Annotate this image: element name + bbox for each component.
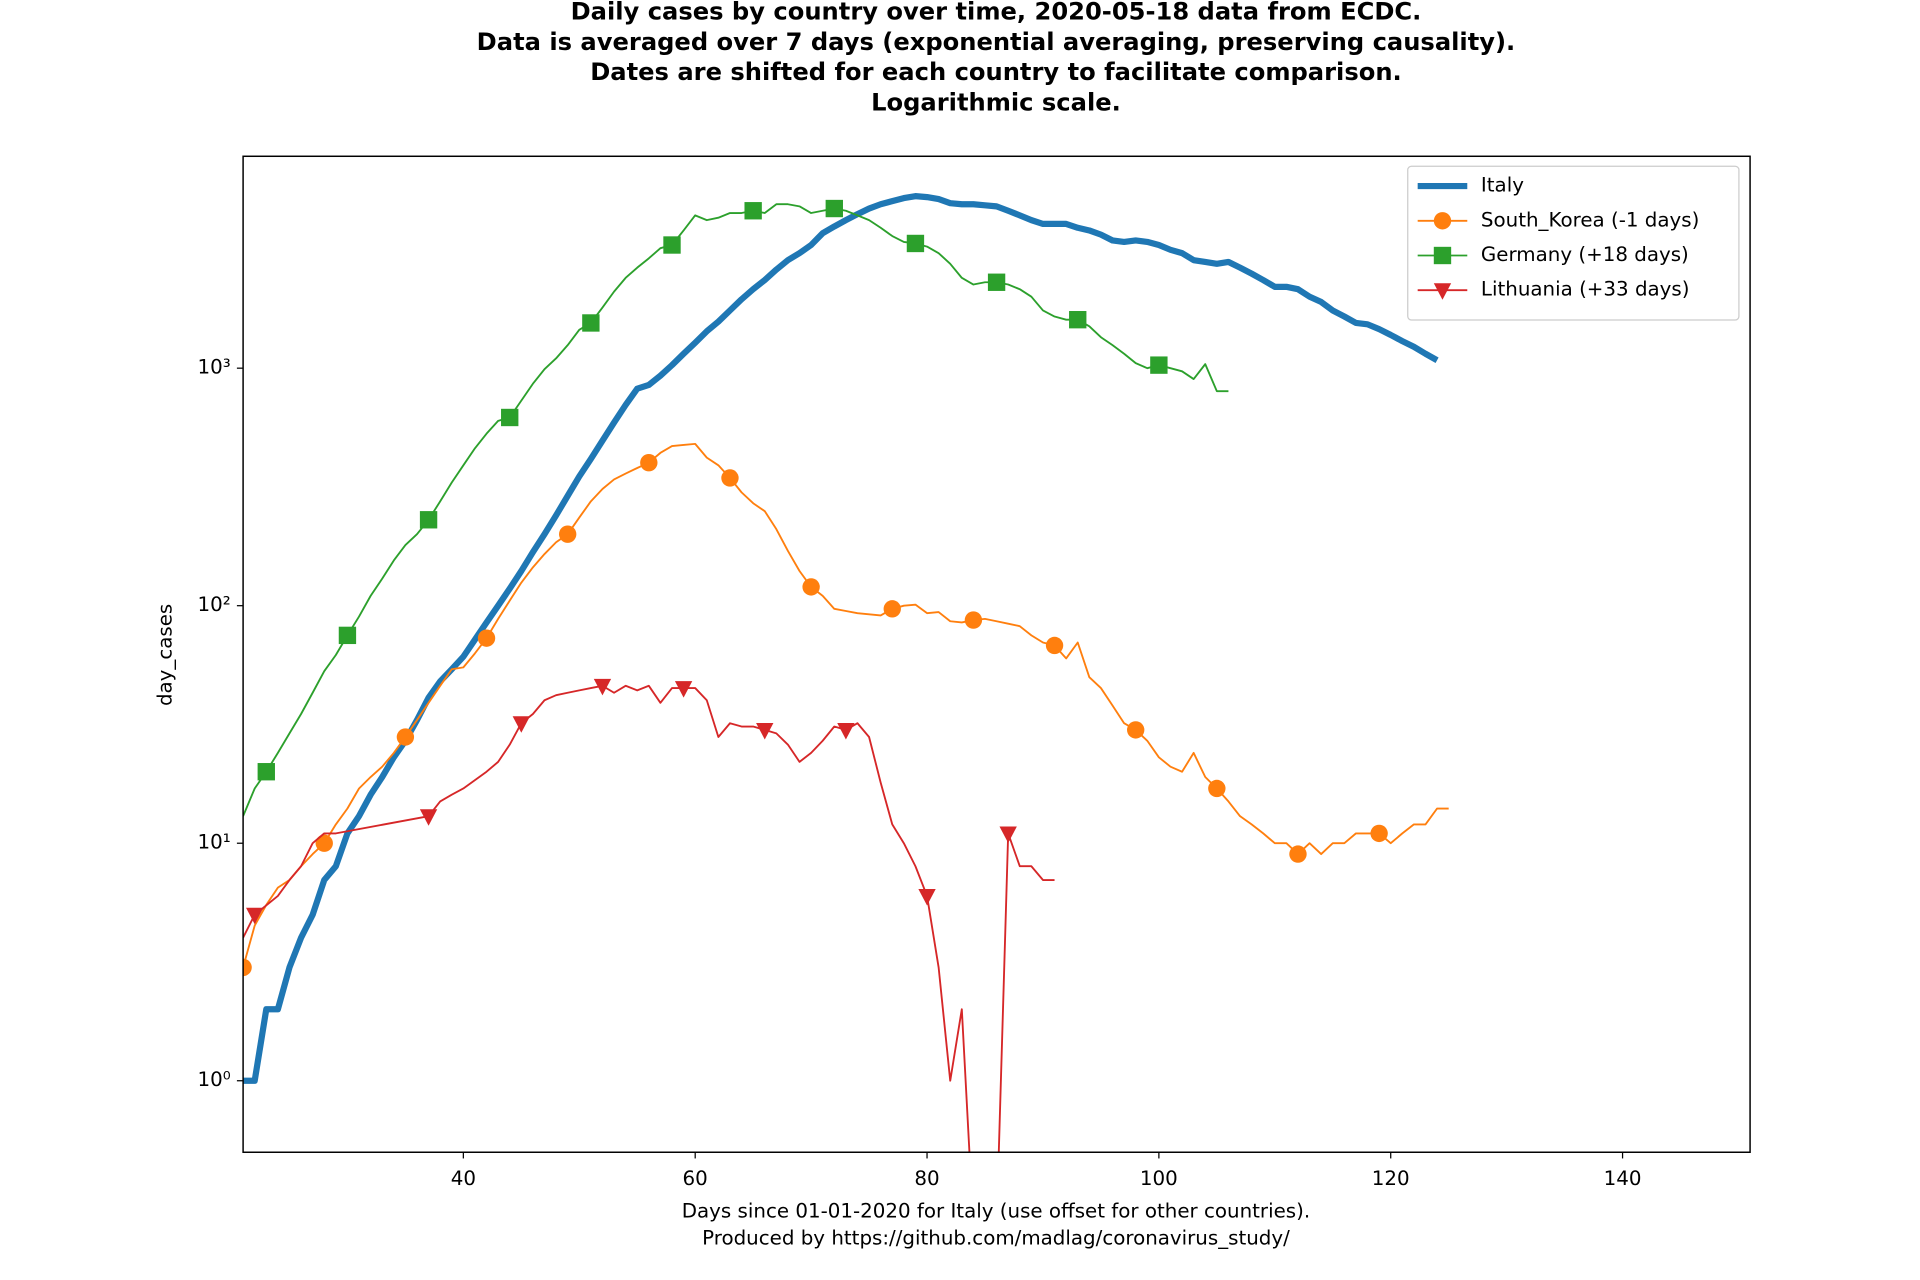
marker [906,234,925,253]
marker [999,826,1017,843]
marker [593,678,612,696]
legend-label: South_Korea (-1 days) [1481,208,1699,231]
series-line [243,193,1439,1084]
marker [1370,824,1388,843]
marker [1433,246,1452,265]
marker [419,809,438,826]
marker [674,681,693,698]
y-tick-label: 10² [198,593,231,616]
marker [1289,845,1307,863]
chart-title: Data is averaged over 7 days (exponentia… [477,28,1516,56]
marker [338,626,357,645]
series-line [243,203,1229,817]
marker [582,314,600,332]
marker [987,273,1006,291]
marker [558,525,577,543]
marker [315,834,333,852]
series-line [243,442,1449,968]
marker [501,408,519,427]
marker [883,600,901,618]
marker [1045,636,1064,655]
marker [1127,721,1145,739]
series-line [243,684,1055,1153]
legend-label: Italy [1481,174,1524,197]
chart-title: Logarithmic scale. [871,89,1121,117]
y-tick-label: 10¹ [198,831,231,854]
x-tick-label: 100 [1140,1167,1178,1190]
marker [918,888,936,906]
legend: Italy South_Korea (-1 days) Germany (+18 d… [1407,165,1740,321]
x-tick-label: 40 [451,1167,476,1190]
marker [640,454,658,472]
marker [663,236,681,254]
x-tick-label: 140 [1604,1167,1642,1190]
marker [419,511,438,529]
y-tick-label: 10³ [198,356,231,379]
marker [802,578,820,596]
marker [477,629,496,647]
marker [825,199,843,218]
marker [396,728,415,746]
title-block: Daily cases by country over time, 2020-0… [477,0,1516,117]
legend-label: Germany (+18 days) [1481,243,1689,266]
plot-area [243,193,1449,1153]
legend-box [1407,165,1740,321]
x-tick-label: 60 [683,1167,708,1190]
marker [257,763,275,781]
x-tick-label: 80 [914,1167,939,1190]
y-tick-label: 10⁰ [198,1068,231,1091]
marker [1433,283,1452,300]
marker [246,907,264,925]
marker [964,611,983,629]
marker [721,469,739,487]
x-axis-label: Produced by https://github.com/madlag/co… [702,1227,1290,1250]
marker [1208,779,1226,798]
marker [1069,311,1087,329]
chart-title: Dates are shifted for each country to fa… [590,58,1401,86]
marker [837,722,855,740]
marker [744,202,762,220]
axes-frame [242,155,1751,1153]
x-tick-label: 120 [1372,1167,1410,1190]
legend-label: Lithuania (+33 days) [1481,278,1690,301]
marker [512,716,530,733]
marker [243,958,252,977]
marker [756,722,774,740]
x-axis-label: Days since 01-01-2020 for Italy (use off… [682,1199,1310,1222]
chart-title: Daily cases by country over time, 2020-0… [571,0,1422,25]
y-axis-label: day_cases [154,604,177,706]
marker [1433,212,1452,230]
marker [1150,356,1168,374]
